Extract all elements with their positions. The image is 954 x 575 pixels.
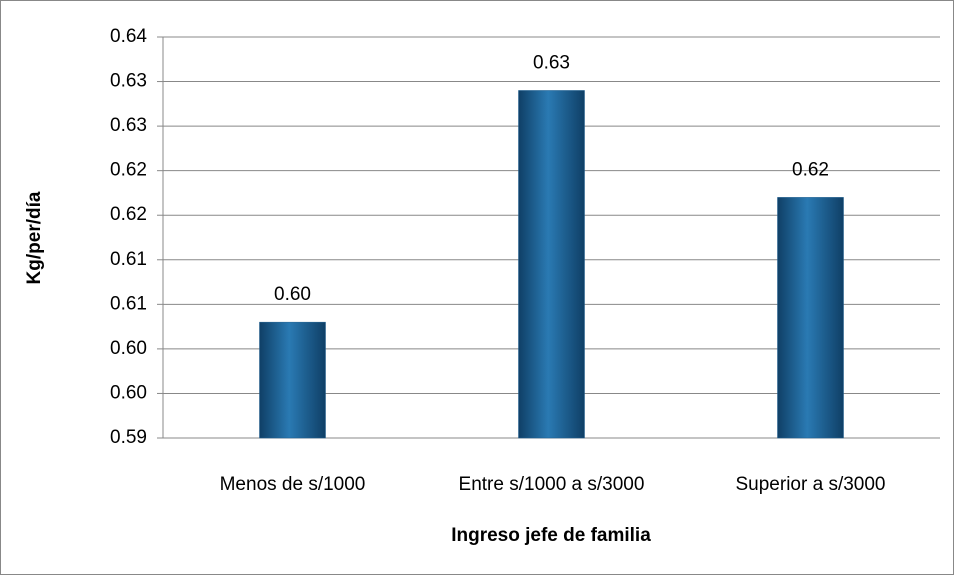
bar [777, 197, 844, 439]
y-tick-label: 0.64 [110, 26, 147, 47]
y-tick-label: 0.60 [110, 382, 147, 403]
y-tick-label: 0.61 [110, 293, 147, 314]
x-tick-label: Menos de s/1000 [220, 474, 366, 495]
x-axis-title: Ingreso jefe de familia [451, 525, 651, 546]
bar [518, 90, 585, 439]
x-tick-label: Superior a s/3000 [736, 474, 886, 495]
y-tick-label: 0.62 [110, 204, 147, 225]
y-axis-title: Kg/per/día [24, 191, 45, 284]
bar [259, 321, 326, 439]
data-label: 0.60 [274, 284, 311, 305]
y-tick-label: 0.62 [110, 160, 147, 181]
y-tick-label: 0.60 [110, 338, 147, 359]
y-tick-label: 0.61 [110, 249, 147, 270]
data-label: 0.62 [792, 159, 829, 180]
data-label: 0.63 [533, 52, 570, 73]
y-tick-label: 0.63 [110, 115, 147, 136]
x-tick-label: Entre s/1000 a s/3000 [459, 474, 645, 495]
y-tick-label: 0.59 [110, 427, 147, 448]
y-tick-label: 0.63 [110, 71, 147, 92]
